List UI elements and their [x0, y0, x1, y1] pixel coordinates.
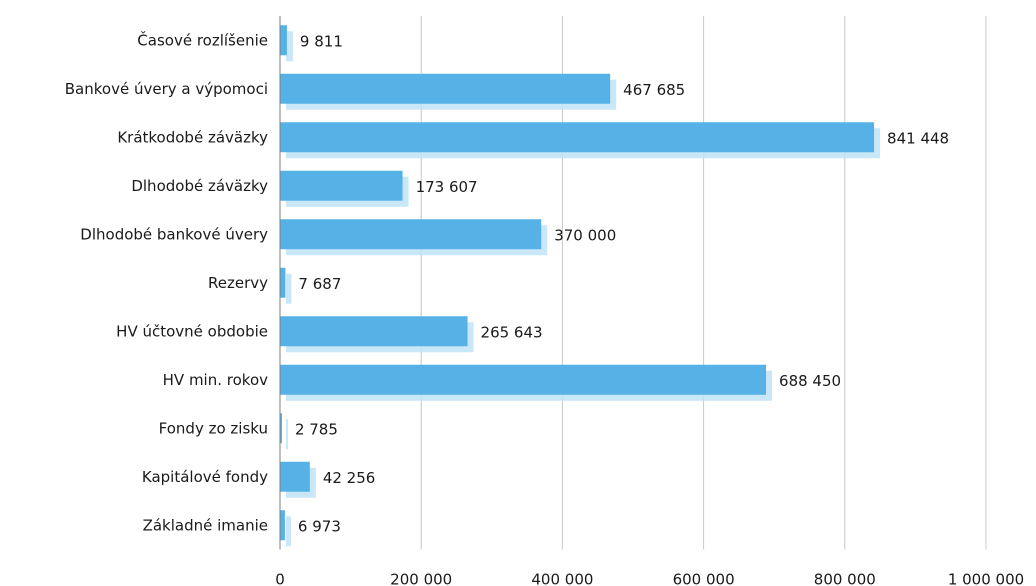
bar-shadow	[286, 516, 291, 547]
x-tick-label: 800 000	[814, 571, 876, 586]
data-label: 173 607	[416, 178, 478, 196]
data-label: 2 785	[295, 420, 338, 438]
bars	[280, 25, 881, 547]
bar	[280, 73, 611, 104]
data-label: 7 687	[298, 275, 341, 293]
value-labels: 9 811 467 685 841 448 173 607 370 000 7 687 26…	[295, 32, 949, 535]
data-label: 42 256	[323, 469, 376, 487]
category-label: Fondy zo zisku	[159, 419, 268, 437]
x-axis-tick-labels: 0 200 000 400 000 600 000 800 000 1 000 000	[275, 571, 1024, 586]
category-label: Krátkodobé záväzky	[117, 128, 268, 146]
x-tick-label: 200 000	[390, 571, 452, 586]
data-label: 688 450	[779, 372, 841, 390]
category-label: Bankové úvery a výpomoci	[65, 80, 268, 98]
category-label: Dlhodobé bankové úvery	[80, 225, 268, 243]
x-tick-label: 600 000	[673, 571, 735, 586]
bar-shadow	[286, 273, 292, 304]
category-label: Časové rozlíšenie	[137, 30, 268, 49]
category-label: Rezervy	[208, 274, 268, 292]
data-label: 841 448	[887, 129, 949, 147]
category-label: HV účtovné obdobie	[116, 322, 268, 340]
category-label: HV min. rokov	[163, 371, 268, 389]
bar	[280, 364, 767, 395]
category-label: Dlhodobé záväzky	[131, 177, 268, 195]
data-label: 9 811	[300, 32, 343, 50]
data-label: 6 973	[298, 517, 341, 535]
bar	[280, 219, 542, 250]
category-label: Kapitálové fondy	[142, 468, 268, 486]
data-label: 467 685	[623, 81, 685, 99]
x-tick-label: 400 000	[531, 571, 593, 586]
bar-shadow	[286, 31, 293, 62]
bar	[280, 461, 310, 492]
bar	[280, 316, 468, 347]
category-labels: Časové rozlíšenie Bankové úvery a výpomoc…	[65, 30, 268, 534]
bar	[280, 122, 875, 153]
bar	[280, 25, 287, 56]
bar	[280, 510, 285, 541]
bar	[280, 413, 282, 444]
x-tick-label: 1 000 000	[948, 571, 1024, 586]
bar	[280, 170, 403, 201]
category-label: Základné imanie	[143, 516, 268, 534]
bar-shadow	[286, 419, 288, 450]
x-tick-label: 0	[275, 571, 285, 586]
data-label: 265 643	[481, 323, 543, 341]
bar	[280, 267, 286, 298]
data-label: 370 000	[554, 226, 616, 244]
